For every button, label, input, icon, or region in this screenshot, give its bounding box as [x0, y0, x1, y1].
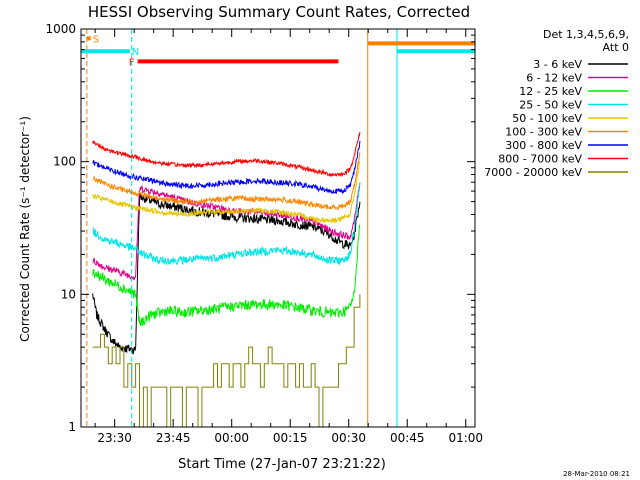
- legend-label-25-50-kev: 25 - 50 keV: [519, 99, 582, 112]
- series-100-300-kev-line: [92, 152, 361, 211]
- legend-label-300-800-kev: 300 - 800 keV: [505, 139, 582, 152]
- chart-title: HESSI Observing Summary Count Rates, Cor…: [88, 3, 470, 21]
- legend-header-line1: Det 1,3,4,5,6,9,: [543, 28, 629, 41]
- y-tick-label-1: 1: [68, 420, 76, 434]
- observing-marker-layer: S NF: [80, 29, 476, 427]
- state-bar-label-f: F: [129, 57, 135, 68]
- legend-label-3-6-kev: 3 - 6 keV: [533, 58, 582, 71]
- y-axis-title: Corrected Count Rate (s⁻¹ detector⁻¹): [18, 116, 32, 342]
- state-bar-label-n: N: [132, 47, 139, 58]
- x-tick-label-2345: 23:45: [156, 431, 191, 445]
- legend-label-6-12-kev: 6 - 12 keV: [526, 72, 582, 85]
- x-tick-label-0000: 00:00: [214, 431, 249, 445]
- x-tick-label-0100: 01:00: [448, 431, 483, 445]
- footer-date: 28-Mar-2010 08:21: [563, 470, 630, 478]
- series-7000-20000-kev-line: [92, 294, 361, 428]
- state-bar-label-s: S: [93, 34, 99, 45]
- x-tick-label-0015: 00:15: [273, 431, 308, 445]
- x-tick-label-0045: 00:45: [390, 431, 425, 445]
- series-25-50-kev-line: [92, 183, 361, 267]
- series-300-800-kev-line: [92, 140, 361, 195]
- series-layer: [92, 131, 361, 428]
- x-tick-label-2330: 23:30: [97, 431, 132, 445]
- series-50-100-kev-line: [92, 161, 361, 224]
- plot-frame: [80, 28, 476, 428]
- series-12-25-kev-line: [92, 224, 361, 327]
- y-tick-label-100: 100: [53, 155, 76, 169]
- y-tick-label-10: 10: [61, 287, 76, 301]
- legend-label-7000-20000-kev: 7000 - 20000 keV: [484, 166, 582, 179]
- x-tick-label-0030: 00:30: [331, 431, 366, 445]
- legend-label-800-7000-kev: 800 - 7000 keV: [498, 153, 582, 166]
- y-tick-label-1000: 1000: [45, 22, 76, 36]
- x-axis-title: Start Time (27-Jan-07 23:21:22): [178, 457, 386, 472]
- series-3-6-kev-line: [92, 192, 361, 355]
- axis-layer: 1 10 100 1000 23:30 23:45 00:00 00:15 00:30 00:45…: [45, 22, 483, 445]
- series-800-7000-kev-line: [92, 131, 361, 178]
- legend-label-12-25-kev: 12 - 25 keV: [519, 85, 582, 98]
- legend-label-50-100-kev: 50 - 100 keV: [512, 112, 582, 125]
- legend-header-line2: Att 0: [603, 41, 629, 54]
- legend-label-100-300-kev: 100 - 300 keV: [505, 126, 582, 139]
